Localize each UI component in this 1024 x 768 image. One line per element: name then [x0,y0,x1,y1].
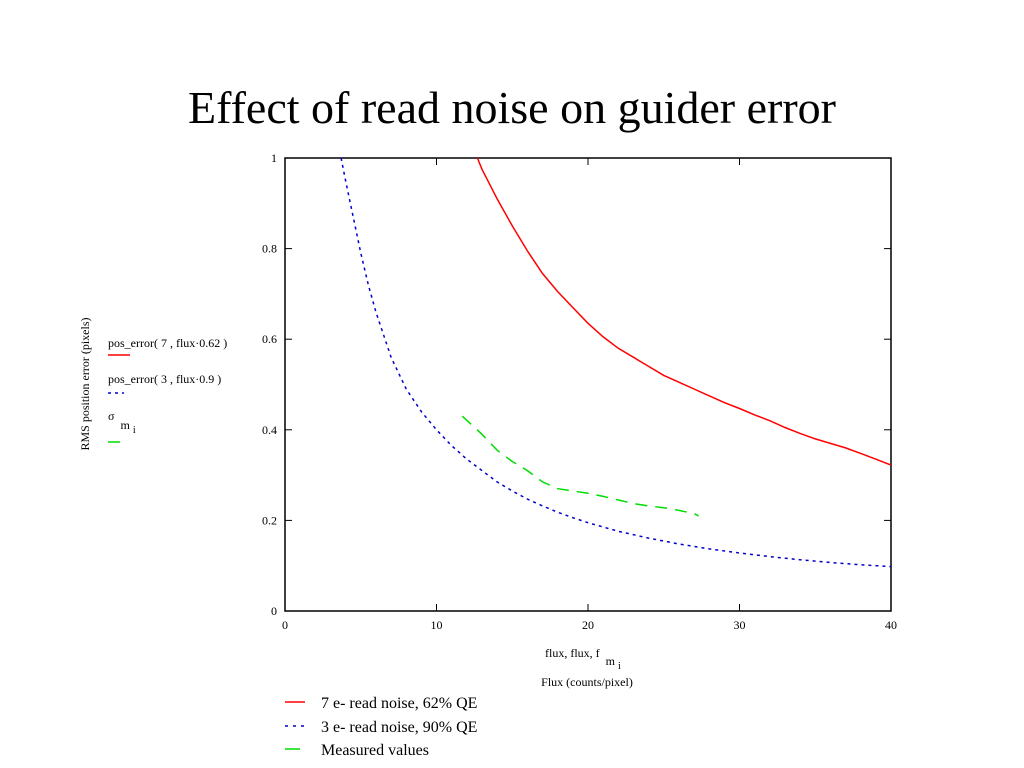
legend-expr-series-3-sigma: σ [108,409,115,423]
x-axis-label: Flux (counts/pixel) [541,675,633,689]
legend-expr-series-3-sub: m [120,418,130,432]
legend-expr-series-3: σ m i [108,409,136,436]
y-tick-label: 0.6 [262,332,277,346]
axis-ticks: 0 10 20 30 40 0 0.2 0.4 0.6 0.8 1 [262,151,897,632]
plot-frame [284,157,892,612]
x-axis-expr-sub: m [606,654,616,668]
y-tick-label: 0 [271,604,277,618]
series-line-3 [461,415,699,517]
side-legend: pos_error( 7 , flux·0.62 ) pos_error( 3 … [108,336,227,443]
legend-expr-series-2: pos_error( 3 , flux·0.9 ) [108,372,221,386]
legend-expr-series-3-subsub: i [133,425,136,436]
y-tick-label: 0.4 [262,423,277,437]
x-axis-expr-main: flux, flux, f [545,646,600,660]
bottom-legend: 7 e- read noise, 62% QE 3 e- read noise,… [285,695,477,759]
bottom-legend-label-1: 7 e- read noise, 62% QE [321,695,477,712]
x-axis-expr-subsub: i [618,661,621,672]
legend-expr-series-1: pos_error( 7 , flux·0.62 ) [108,336,227,350]
y-tick-label: 1 [271,151,277,165]
series-line-1 [476,157,892,466]
series-layer [340,157,892,568]
slide-title: Effect of read noise on guider error [188,82,836,133]
y-tick-label: 0.2 [262,513,277,527]
y-axis-label: RMS position error (pixels) [78,318,92,451]
x-tick-label: 0 [282,618,288,632]
plot-border [284,157,892,612]
x-axis-expr: flux, flux, f m i [545,646,621,672]
x-tick-label: 30 [734,618,746,632]
x-tick-label: 20 [582,618,594,632]
bottom-legend-label-3: Measured values [321,742,429,759]
x-tick-label: 10 [431,618,443,632]
x-tick-label: 40 [885,618,897,632]
y-tick-label: 0.8 [262,242,277,256]
bottom-legend-label-2: 3 e- read noise, 90% QE [321,719,477,736]
series-line-2 [340,157,892,568]
